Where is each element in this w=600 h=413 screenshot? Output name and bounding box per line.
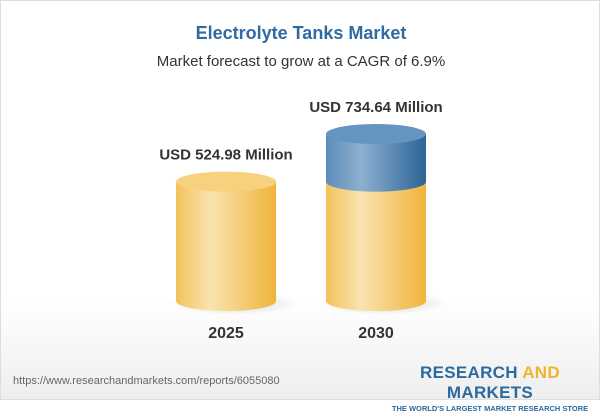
data-label: USD 524.98 Million — [159, 147, 292, 164]
chart-subtitle: Market forecast to grow at a CAGR of 6.9… — [156, 53, 446, 70]
data-label: USD 734.64 Million — [309, 99, 442, 116]
chart-title: Electrolyte Tanks Market — [195, 23, 407, 43]
brand-logo: RESEARCH AND MARKETS THE WORLD'S LARGEST… — [385, 363, 595, 413]
chart-area: USD 524.98 Million 2025 USD 734.64 Million… — [159, 99, 448, 342]
logo-tagline: THE WORLD'S LARGEST MARKET RESEARCH STOR… — [391, 404, 589, 413]
source-url[interactable]: https://www.researchandmarkets.com/repor… — [13, 375, 280, 387]
cylinder-top — [326, 124, 426, 144]
category-label: 2030 — [358, 325, 394, 342]
cylinder-top — [176, 171, 276, 192]
category-label: 2025 — [208, 325, 244, 342]
bar-2030-growth — [326, 134, 426, 192]
bar-2030-base — [326, 181, 426, 311]
bar-2025-base — [176, 181, 276, 311]
